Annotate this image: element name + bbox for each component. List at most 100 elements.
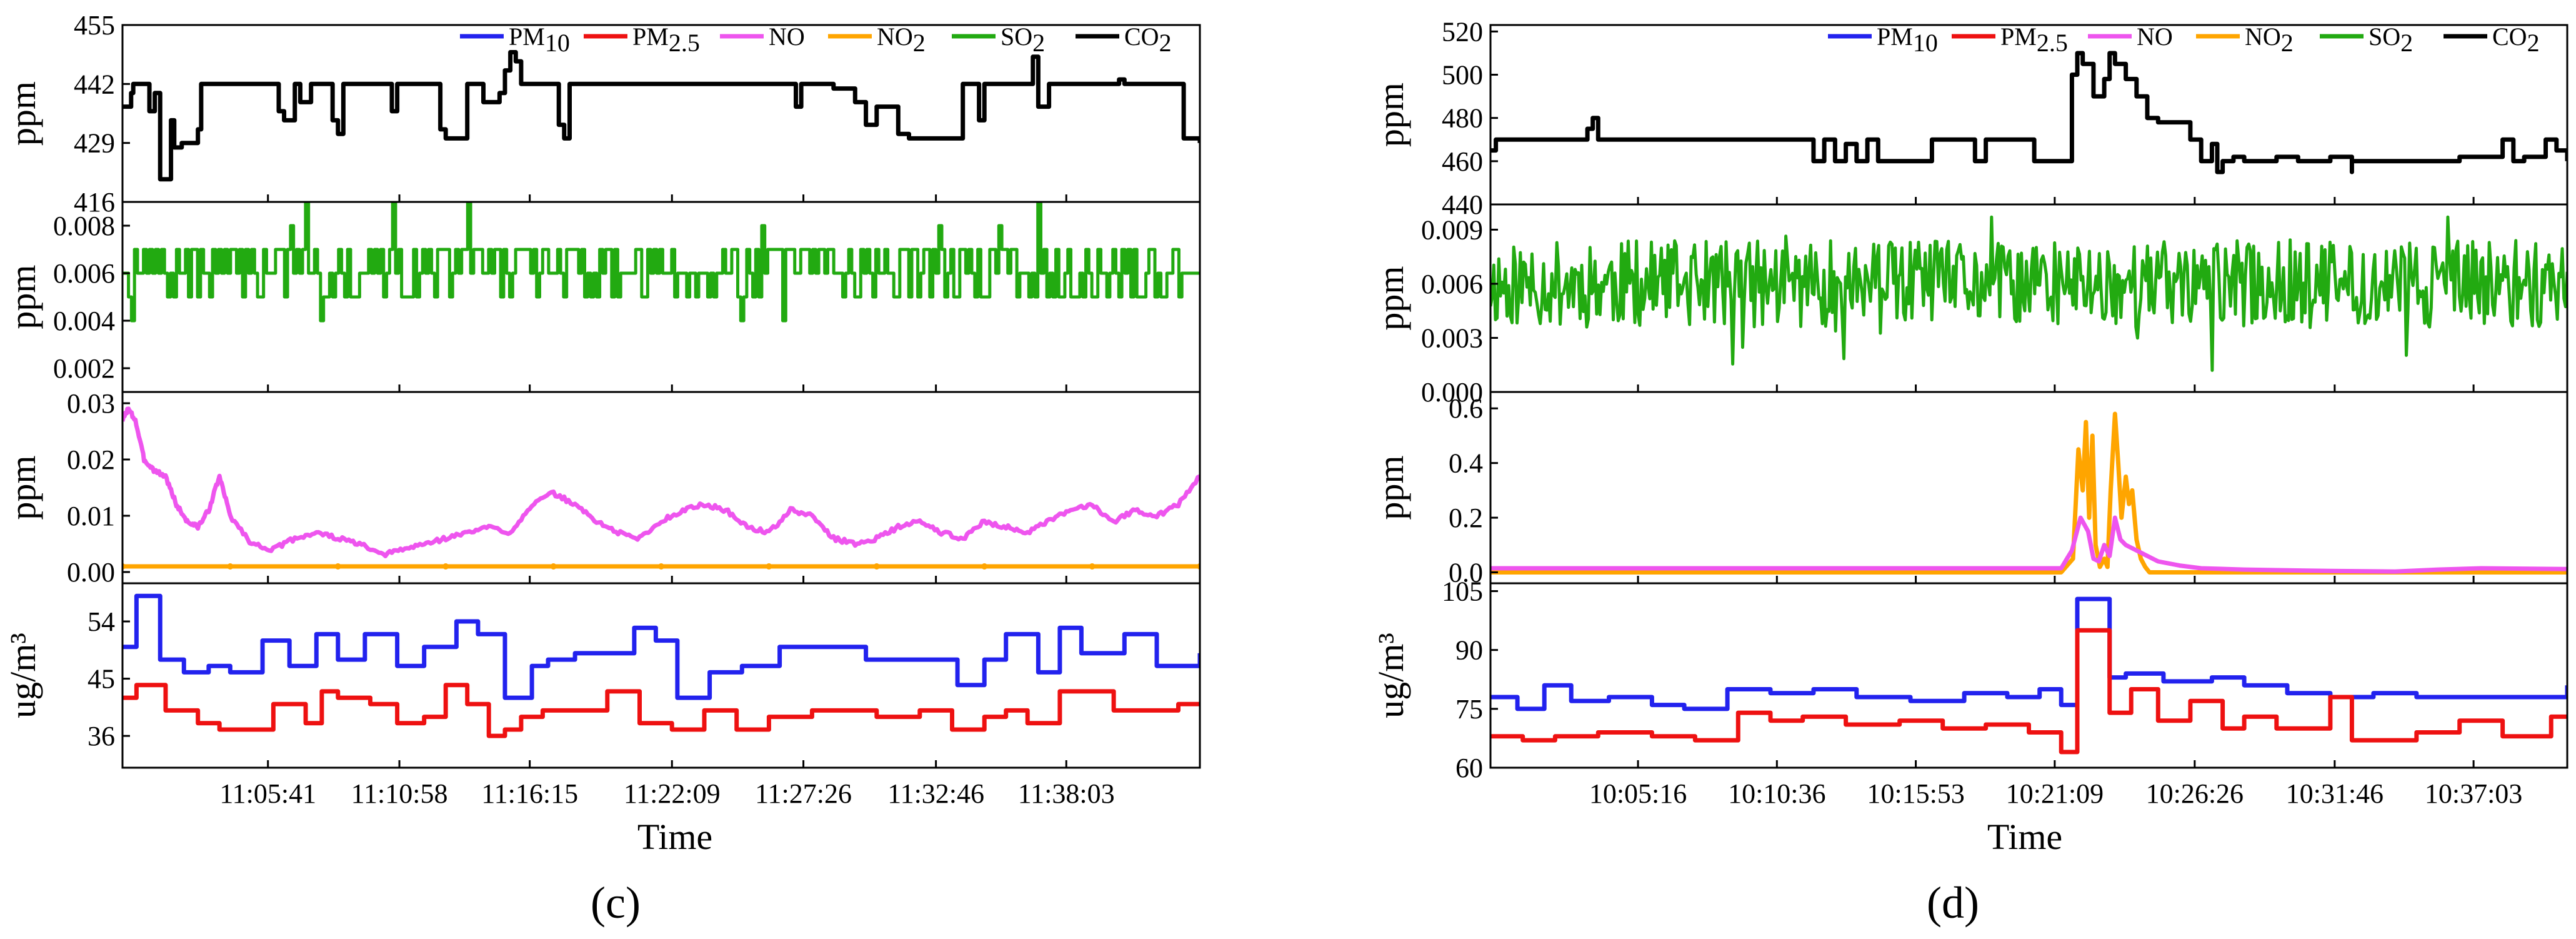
y-tick-label: 0.002 — [53, 353, 115, 384]
y-tick-label: 36 — [87, 721, 115, 751]
series-line-pm10 — [122, 593, 1200, 700]
legend-label-pm25: PM2.5 — [2000, 23, 2068, 57]
series-group — [122, 593, 1200, 738]
y-tick-label: 429 — [74, 128, 115, 159]
y-tick-label: 442 — [74, 69, 115, 99]
series-marker-no2 — [981, 563, 988, 570]
series-line-no — [1490, 515, 2567, 574]
y-tick-label: 0.003 — [1421, 323, 1483, 353]
plot-frame — [1489, 582, 2569, 769]
series-group — [122, 50, 1200, 182]
y-tick-label: 0.008 — [53, 211, 115, 241]
series-marker-no2 — [442, 563, 449, 570]
legend-base: PM — [509, 23, 545, 51]
series-group — [1490, 411, 2567, 575]
y-axis-label: ug/m³ — [2, 633, 43, 718]
x-tick-label: 10:31:46 — [2286, 778, 2384, 809]
legend-base: PM — [1877, 23, 1913, 51]
legend-base: NO — [877, 23, 913, 51]
legend-item-pm10: PM10 — [1828, 23, 1938, 57]
y-tick-label: 480 — [1442, 103, 1483, 134]
x-tick-label: 11:27:26 — [755, 778, 852, 809]
legend-label-no2: NO2 — [877, 23, 926, 57]
x-tick-label: 10:10:36 — [1728, 778, 1825, 809]
y-tick-label: 60 — [1455, 753, 1483, 783]
legend-subscript: 2 — [2400, 29, 2413, 57]
series-line-pm25 — [122, 683, 1200, 738]
series-marker-no2 — [227, 563, 234, 570]
legend-item-so2: SO2 — [2320, 23, 2413, 57]
legend-label-co2: CO2 — [2492, 23, 2540, 57]
series-marker-no2 — [334, 563, 341, 570]
legend-label-no: NO — [769, 23, 805, 51]
legend-label-no: NO — [2137, 23, 2173, 51]
y-tick-label: 0.004 — [53, 306, 115, 336]
subplot: 0.6 0.4 0.2 0.0 ppm — [1370, 391, 2569, 588]
y-tick-label: 0.4 — [1449, 448, 1483, 479]
legend-base: NO — [2137, 23, 2173, 51]
x-tick-label: 10:26:26 — [2146, 778, 2244, 809]
x-axis-label: Time — [1987, 816, 2062, 857]
plot-frame — [121, 582, 1201, 769]
legend-item-no: NO — [720, 23, 805, 51]
subplot: 0.009 0.006 0.003 0.000 ppm — [1370, 203, 2569, 408]
y-tick-label: 0.03 — [67, 388, 115, 419]
panel-label: (d) — [1927, 878, 1979, 928]
y-tick-label: 45 — [87, 664, 115, 695]
legend-label-pm25: PM2.5 — [632, 23, 700, 57]
y-tick-label: 455 — [74, 10, 115, 41]
legend-item-co2: CO2 — [2444, 23, 2540, 57]
y-axis-label: ppm — [1370, 83, 1411, 147]
legend-subscript: 10 — [545, 29, 570, 57]
y-tick-label: 520 — [1442, 16, 1483, 47]
series-line-pm10 — [1490, 596, 2567, 711]
y-tick-label: 0.6 — [1449, 393, 1483, 424]
legend-subscript: 2 — [1032, 29, 1045, 57]
subplot: 0.008 0.006 0.004 0.002 ppm — [2, 201, 1201, 393]
legend-base: NO — [2245, 23, 2281, 51]
y-tick-label: 416 — [74, 187, 115, 218]
chart-d: 520 500 480 460 440 ppm 0.009 0.006 0.003 0.000 pp… — [1370, 16, 2569, 928]
series-marker-no2 — [1089, 563, 1096, 570]
y-tick-label: 90 — [1455, 635, 1483, 666]
series-line-co2 — [122, 50, 1200, 182]
y-axis-label: ppm — [2, 264, 43, 329]
y-tick-label: 460 — [1442, 146, 1483, 177]
series-group — [1490, 215, 2567, 372]
y-tick-label: 0.01 — [67, 501, 115, 531]
x-tick-label: 10:15:53 — [1867, 778, 1964, 809]
y-tick-label: 0.009 — [1421, 214, 1483, 245]
series-group — [1490, 596, 2567, 755]
x-tick-label: 11:05:41 — [219, 778, 316, 809]
subplot: 520 500 480 460 440 ppm — [1370, 16, 2569, 220]
x-axis-label: Time — [637, 816, 712, 857]
legend-item-co2: CO2 — [1076, 23, 1172, 57]
series-line-pm25 — [1490, 628, 2567, 755]
series-group — [122, 202, 1200, 323]
legend-item-pm25: PM2.5 — [584, 23, 700, 57]
legend-subscript: 2 — [2527, 29, 2540, 57]
legend-subscript: 2.5 — [2037, 29, 2068, 57]
y-tick-label: 0.000 — [1421, 377, 1483, 408]
x-tick-label: 11:16:15 — [481, 778, 578, 809]
legend-label-so2: SO2 — [1001, 23, 1045, 57]
y-tick-label: 75 — [1455, 694, 1483, 725]
legend-label-so2: SO2 — [2369, 23, 2413, 57]
legend-label-no2: NO2 — [2245, 23, 2294, 57]
panel-label: (c) — [591, 878, 641, 928]
series-marker-no2 — [873, 563, 880, 570]
series-marker-no2 — [766, 563, 772, 570]
series-line-so2 — [1490, 215, 2567, 372]
series-line-no2 — [1490, 411, 2567, 575]
legend-item-no: NO — [2088, 23, 2173, 51]
series-line-no — [122, 406, 1200, 558]
legend-base: PM — [2000, 23, 2037, 51]
y-tick-label: 0.006 — [53, 258, 115, 289]
x-tick-label: 11:10:58 — [351, 778, 448, 809]
plot-frame — [121, 391, 1201, 585]
x-tick-label: 10:21:09 — [2006, 778, 2104, 809]
y-axis-label: ppm — [1370, 266, 1411, 330]
legend-base: CO — [2492, 23, 2527, 51]
legend-item-no2: NO2 — [2196, 23, 2294, 57]
